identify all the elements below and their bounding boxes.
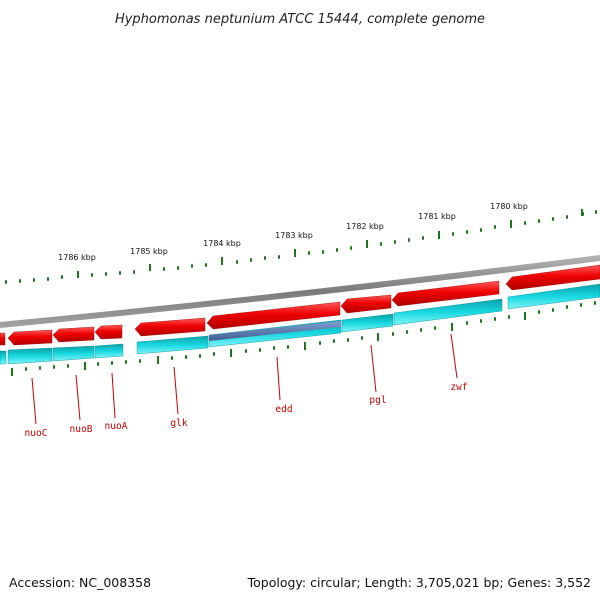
gene-arrow — [52, 345, 95, 362]
kbp-label: 1782 kbp — [346, 222, 384, 231]
gene-label-lines — [31, 333, 458, 425]
gene-arrow-glk — [134, 317, 206, 337]
kbp-label: 1783 kbp — [275, 231, 313, 240]
gene-label-nuoB: nuoB — [70, 424, 93, 435]
gene-label-nuoC: nuoC — [25, 428, 48, 439]
gene-arrow — [7, 347, 53, 365]
gene-arrow — [136, 335, 209, 355]
gene-arrow — [0, 332, 6, 346]
gene-arrow-zwf — [391, 280, 500, 307]
gene-arrow — [0, 350, 7, 365]
gene-arrow-nuoB — [52, 326, 95, 343]
kbp-label: 1785 kbp — [130, 247, 168, 256]
inner-major-ticks — [11, 312, 526, 376]
kbp-label: 1786 kbp — [58, 253, 96, 262]
reverse-strand — [0, 283, 600, 365]
map-title: Hyphomonas neptunium ATCC 15444, complet… — [115, 12, 485, 27]
kbp-label: 1781 kbp — [418, 212, 456, 221]
gene-labels: nuoC nuoB nuoA glk edd pgl zwf — [25, 382, 468, 439]
highlight-region — [209, 321, 341, 341]
genome-backbone — [0, 255, 600, 328]
kbp-label: 1780 kbp — [490, 202, 528, 211]
gene-label-glk: glk — [170, 418, 187, 429]
outer-tick-row — [5, 210, 597, 284]
kbp-labels: 1786 kbp 1785 kbp 1784 kbp 1783 kbp 1782… — [58, 202, 528, 262]
gene-arrow-nuoC — [7, 329, 53, 346]
gene-arrow — [94, 343, 124, 359]
gene-label-edd: edd — [275, 404, 292, 415]
gene-arrow-nuoA — [94, 324, 123, 340]
gene-arrow — [393, 298, 503, 326]
inner-tick-row — [25, 301, 596, 371]
gene-arrow — [341, 313, 394, 333]
accession-text: Accession: NC_008358 — [9, 575, 151, 590]
gene-arrow — [505, 264, 600, 291]
kbp-label: 1784 kbp — [203, 239, 241, 248]
gene-label-zwf: zwf — [450, 382, 467, 393]
forward-strand — [0, 264, 600, 346]
outer-major-ticks — [77, 209, 583, 278]
gene-label-pgl: pgl — [369, 395, 386, 406]
gene-arrow — [507, 283, 600, 310]
gene-label-nuoA: nuoA — [105, 421, 128, 432]
gene-arrow-pgl — [340, 294, 392, 314]
gene-arrow-edd — [206, 301, 341, 330]
genome-summary-text: Topology: circular; Length: 3,705,021 bp… — [247, 575, 591, 590]
